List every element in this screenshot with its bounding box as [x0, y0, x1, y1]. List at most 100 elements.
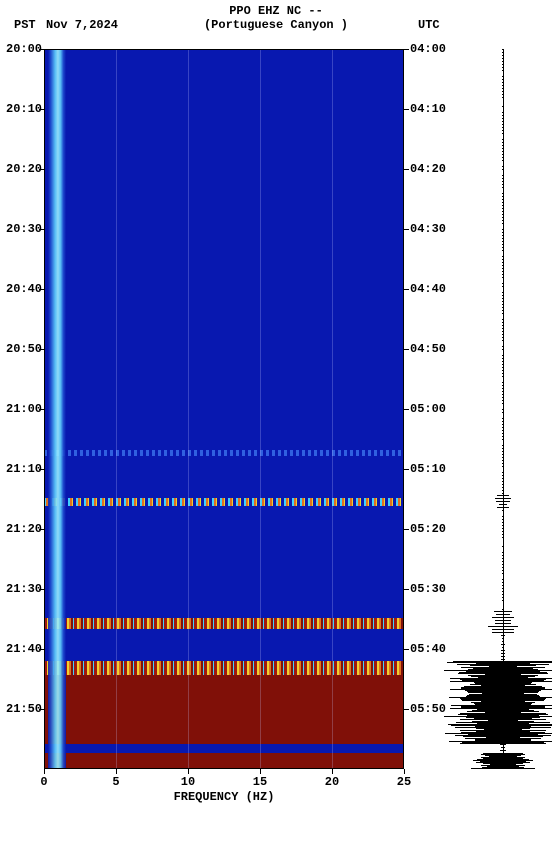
waveform-sample [502, 394, 504, 395]
waveform-sample [497, 507, 510, 508]
waveform-sample [502, 247, 504, 248]
waveform-sample [502, 475, 503, 476]
xaxis-tick [404, 769, 405, 774]
yaxis-right-tick [404, 409, 409, 410]
waveform-sample [502, 115, 504, 116]
waveform-sample [502, 397, 503, 398]
waveform-sample [502, 166, 503, 167]
waveform-sample [502, 588, 504, 589]
waveform-sample [503, 469, 504, 470]
waveform-sample [503, 226, 504, 227]
waveform-sample [502, 638, 504, 639]
spectrogram-band [44, 661, 404, 675]
gridline-vertical [332, 49, 333, 769]
yaxis-left-tick [39, 529, 44, 530]
waveform-sample [502, 463, 503, 464]
waveform-sample [502, 454, 504, 455]
waveform-sample [502, 286, 503, 287]
waveform-sample [502, 262, 503, 263]
waveform-sample [502, 361, 504, 362]
waveform-sample [501, 635, 504, 636]
waveform-sample [502, 106, 503, 107]
waveform-sample [502, 91, 503, 92]
waveform-sample [502, 561, 504, 562]
yaxis-left-tick [39, 409, 44, 410]
waveform-sample [502, 334, 503, 335]
yaxis-right-label: 04:40 [410, 282, 446, 296]
yaxis-left-label: 20:10 [6, 102, 42, 116]
waveform-sample [496, 614, 510, 615]
waveform-sample [502, 388, 503, 389]
yaxis-left-label: 20:30 [6, 222, 42, 236]
waveform-sample [503, 316, 504, 317]
waveform-sample [502, 133, 504, 134]
waveform-sample [502, 510, 504, 511]
waveform-sample [495, 623, 512, 624]
waveform-sample [502, 268, 504, 269]
xaxis-tick [44, 769, 45, 774]
waveform-sample [503, 280, 504, 281]
waveform-sample [502, 433, 503, 434]
waveform-sample [502, 597, 503, 598]
yaxis-right-label: 04:00 [410, 42, 446, 56]
yaxis-right-label: 05:40 [410, 642, 446, 656]
waveform-sample [502, 205, 504, 206]
waveform-sample [503, 172, 504, 173]
waveform-sample [502, 355, 504, 356]
waveform-sample [502, 148, 504, 149]
waveform-sample [502, 487, 504, 488]
waveform-sample [502, 430, 504, 431]
yaxis-right-label: 05:10 [410, 462, 446, 476]
waveform-sample [502, 370, 503, 371]
waveform-sample [503, 103, 504, 104]
waveform-sample [502, 181, 503, 182]
xaxis-tick [332, 769, 333, 774]
waveform-sample [502, 531, 504, 532]
waveform-sample [502, 412, 503, 413]
spectrogram-band [44, 456, 404, 498]
waveform-sample [502, 340, 504, 341]
waveform-sample [502, 427, 504, 428]
waveform-sample [502, 382, 504, 383]
gridline-vertical [116, 49, 117, 769]
waveform-sample [502, 421, 504, 422]
yaxis-right-tick [404, 49, 409, 50]
waveform-sample [502, 61, 504, 62]
spectrogram-band [44, 506, 404, 618]
yaxis-left-label: 20:00 [6, 42, 42, 56]
waveform-sample [502, 112, 504, 113]
waveform-sample [502, 202, 504, 203]
waveform-sample [502, 493, 504, 494]
xaxis-tick-label: 20 [325, 775, 339, 789]
yaxis-right-label: 04:30 [410, 222, 446, 236]
waveform-sample [502, 546, 503, 547]
yaxis-left-tick [39, 169, 44, 170]
spectrogram-band [44, 753, 404, 769]
waveform-sample [502, 478, 503, 479]
waveform-sample [502, 307, 503, 308]
waveform-sample [494, 611, 513, 612]
yaxis-left-label: 20:20 [6, 162, 42, 176]
waveform-sample [502, 199, 503, 200]
waveform-sample [502, 346, 503, 347]
waveform-sample [503, 109, 504, 110]
waveform-sample [503, 549, 504, 550]
waveform-sample [502, 445, 504, 446]
gridline-vertical [260, 49, 261, 769]
waveform-sample [502, 466, 503, 467]
waveform-sample [502, 223, 503, 224]
waveform-sample [500, 750, 505, 751]
waveform-sample [502, 525, 504, 526]
waveform-sample [502, 235, 503, 236]
waveform-sample [502, 157, 503, 158]
waveform-sample [502, 220, 503, 221]
waveform-sample [502, 82, 503, 83]
waveform-sample [502, 373, 504, 374]
yaxis-right-tick [404, 589, 409, 590]
yaxis-left-label: 21:50 [6, 702, 42, 716]
waveform-sample [501, 653, 506, 654]
waveform-sample [502, 337, 504, 338]
yaxis-right-tick [404, 709, 409, 710]
waveform-sample [502, 58, 504, 59]
waveform-sample [503, 576, 504, 577]
